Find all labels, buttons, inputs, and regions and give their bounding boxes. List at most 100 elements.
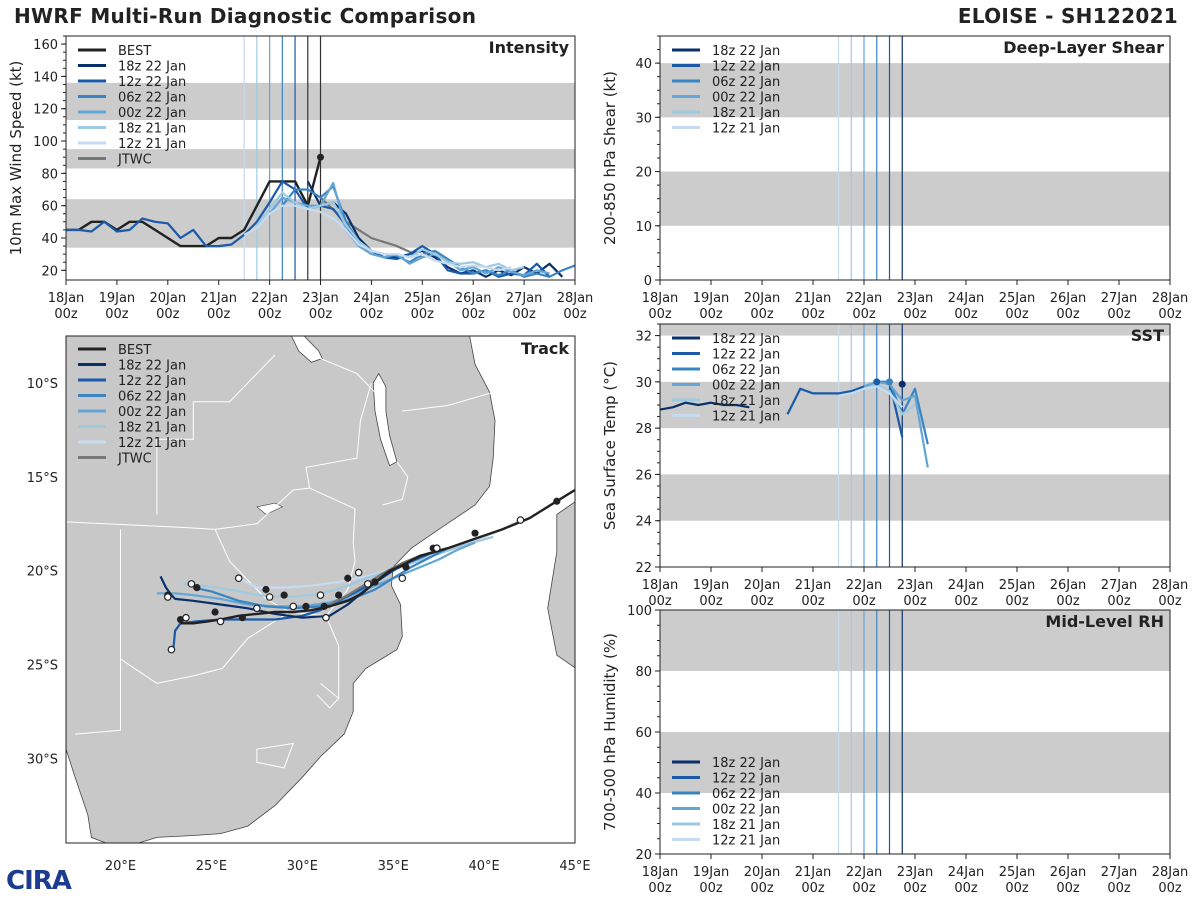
rh-xtick-label: 19Jan <box>693 865 730 880</box>
rh-xtick-sublabel: 00z <box>699 881 723 896</box>
intensity-ytick-label: 40 <box>41 232 58 247</box>
track-lat-label: 25°S <box>27 659 58 674</box>
shear-xtick-sublabel: 00z <box>801 307 825 322</box>
rh-panel: 2040608010018Jan00z19Jan00z20Jan00z21Jan… <box>601 604 1188 896</box>
track-title: Track <box>521 339 569 358</box>
intensity-xtick-sublabel: 00z <box>105 307 129 322</box>
intensity-xtick-label: 25Jan <box>404 291 441 306</box>
sst-ylabel: Sea Surface Temp (°C) <box>601 361 619 530</box>
sst-xtick-label: 18Jan <box>642 578 679 593</box>
track-legend-label: 12z 21 Jan <box>118 436 186 451</box>
madagascar-landmass <box>547 501 575 669</box>
shear-xtick-sublabel: 00z <box>903 307 927 322</box>
sst-title: SST <box>1131 326 1164 345</box>
shear-xtick-label: 21Jan <box>795 291 832 306</box>
sst-ytick-label: 26 <box>635 468 652 483</box>
rh-band-1 <box>660 610 1170 671</box>
country-border-6 <box>382 461 409 506</box>
track-forecast-point <box>322 613 330 622</box>
rh-xtick-label: 24Jan <box>948 865 985 880</box>
track-best-point <box>238 614 246 622</box>
track-lat-label: 30°S <box>27 753 58 768</box>
sst-xtick-label: 27Jan <box>1101 578 1138 593</box>
intensity-xtick-sublabel: 00z <box>207 307 231 322</box>
rh-legend-label: 18z 22 Jan <box>712 756 780 771</box>
sst-xtick-sublabel: 00z <box>954 594 978 609</box>
rh-xtick-label: 28Jan <box>1152 865 1189 880</box>
track-forecast-point <box>216 617 225 626</box>
intensity-xtick-sublabel: 00z <box>462 307 486 322</box>
sst-xtick-label: 28Jan <box>1152 578 1189 593</box>
intensity-xtick-label: 26Jan <box>455 291 492 306</box>
sst-legend-label: 12z 22 Jan <box>712 348 780 363</box>
sst-series-18z-22-Jan <box>660 401 750 411</box>
intensity-xtick-sublabel: 00z <box>411 307 435 322</box>
track-forecast-point <box>253 604 261 613</box>
track-forecast-point <box>433 544 441 552</box>
shear-xtick-sublabel: 00z <box>852 307 876 322</box>
rh-xtick-sublabel: 00z <box>903 881 927 896</box>
shear-legend-label: 18z 22 Jan <box>712 44 780 59</box>
sst-xtick-sublabel: 00z <box>648 594 672 609</box>
intensity-legend-label: 18z 22 Jan <box>118 60 186 75</box>
shear-band-0 <box>660 171 1170 226</box>
sst-xtick-label: 22Jan <box>846 578 883 593</box>
rh-xtick-label: 21Jan <box>795 865 832 880</box>
sst-legend-label: 12z 21 Jan <box>712 410 780 425</box>
sst-legend-label: 06z 22 Jan <box>712 363 780 378</box>
intensity-xtick-sublabel: 00z <box>258 307 282 322</box>
track-map <box>66 336 575 843</box>
country-border-2 <box>120 611 340 699</box>
shear-xtick-sublabel: 00z <box>750 307 774 322</box>
intensity-legend-label: 12z 21 Jan <box>118 137 186 152</box>
shear-xtick-label: 19Jan <box>693 291 730 306</box>
track-lon-label: 30°E <box>287 859 318 874</box>
rh-xtick-label: 18Jan <box>642 865 679 880</box>
track-lat-label: 15°S <box>27 471 58 486</box>
intensity-xtick-label: 28Jan <box>557 291 594 306</box>
rh-xtick-sublabel: 00z <box>1107 881 1131 896</box>
track-best-point <box>553 497 561 505</box>
track-legend-label: 00z 22 Jan <box>118 405 186 420</box>
country-border-7 <box>320 358 376 393</box>
intensity-xtick-sublabel: 00z <box>54 307 78 322</box>
rh-xtick-label: 25Jan <box>999 865 1036 880</box>
rh-ytick-label: 80 <box>635 665 652 680</box>
track-forecast-point <box>363 580 372 588</box>
intensity-ytick-label: 120 <box>33 103 58 118</box>
track-forecast-point <box>398 574 407 583</box>
rh-xtick-sublabel: 00z <box>1056 881 1080 896</box>
rh-xtick-sublabel: 00z <box>648 881 672 896</box>
sst-ytick-label: 24 <box>635 515 652 530</box>
shear-xtick-sublabel: 00z <box>1005 307 1029 322</box>
shear-xtick-sublabel: 00z <box>1107 307 1131 322</box>
sst-band-0 <box>660 474 1170 521</box>
shear-legend-label: 12z 22 Jan <box>712 60 780 75</box>
sst-xtick-label: 25Jan <box>999 578 1036 593</box>
intensity-series-18z-22-Jan <box>306 180 564 278</box>
track-lat-label: 10°S <box>27 377 58 392</box>
rh-xtick-label: 20Jan <box>744 865 781 880</box>
lake-tanganyika <box>290 336 323 363</box>
sst-xtick-label: 20Jan <box>744 578 781 593</box>
track-lon-label: 40°E <box>468 859 499 874</box>
shear-xtick-label: 27Jan <box>1101 291 1138 306</box>
track-best-point <box>211 608 219 616</box>
intensity-xtick-sublabel: 00z <box>563 307 587 322</box>
shear-legend-label: 00z 22 Jan <box>712 91 780 106</box>
shear-xtick-sublabel: 00z <box>699 307 723 322</box>
sst-xtick-sublabel: 00z <box>1158 594 1182 609</box>
intensity-xtick-label: 24Jan <box>353 291 390 306</box>
shear-title: Deep-Layer Shear <box>1003 38 1164 57</box>
sst-legend-label: 18z 22 Jan <box>712 332 780 347</box>
intensity-ytick-label: 140 <box>33 70 58 85</box>
track-lon-label: 45°E <box>559 859 590 874</box>
track-series-BEST <box>180 488 575 625</box>
track-forecast-point <box>164 593 172 601</box>
sst-xtick-sublabel: 00z <box>1107 594 1131 609</box>
rh-xtick-sublabel: 00z <box>750 881 774 896</box>
sst-series <box>660 378 929 468</box>
intensity-legend-label: JTWC <box>117 153 152 168</box>
shear-ytick-label: 0 <box>644 274 652 289</box>
rh-xtick-sublabel: 00z <box>1005 881 1029 896</box>
